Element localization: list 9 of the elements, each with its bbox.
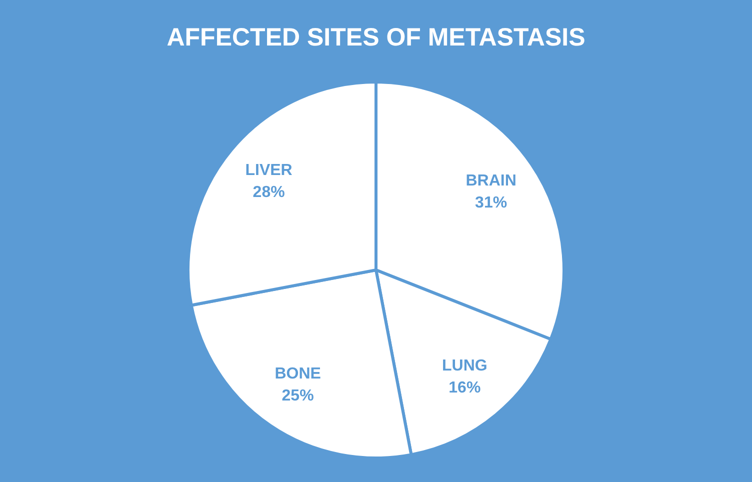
slice-label: BONE xyxy=(274,366,322,383)
data-label: 28% xyxy=(252,184,285,201)
data-label: 25% xyxy=(282,388,314,405)
chart-title: AFFECTED SITES OF METASTASIS xyxy=(166,24,586,52)
slice-label: LUNG xyxy=(442,358,488,375)
data-label: 31% xyxy=(475,194,508,212)
slice-label: BRAIN xyxy=(466,172,516,190)
slice-label: LIVER xyxy=(245,162,293,179)
data-label: 16% xyxy=(448,380,481,397)
